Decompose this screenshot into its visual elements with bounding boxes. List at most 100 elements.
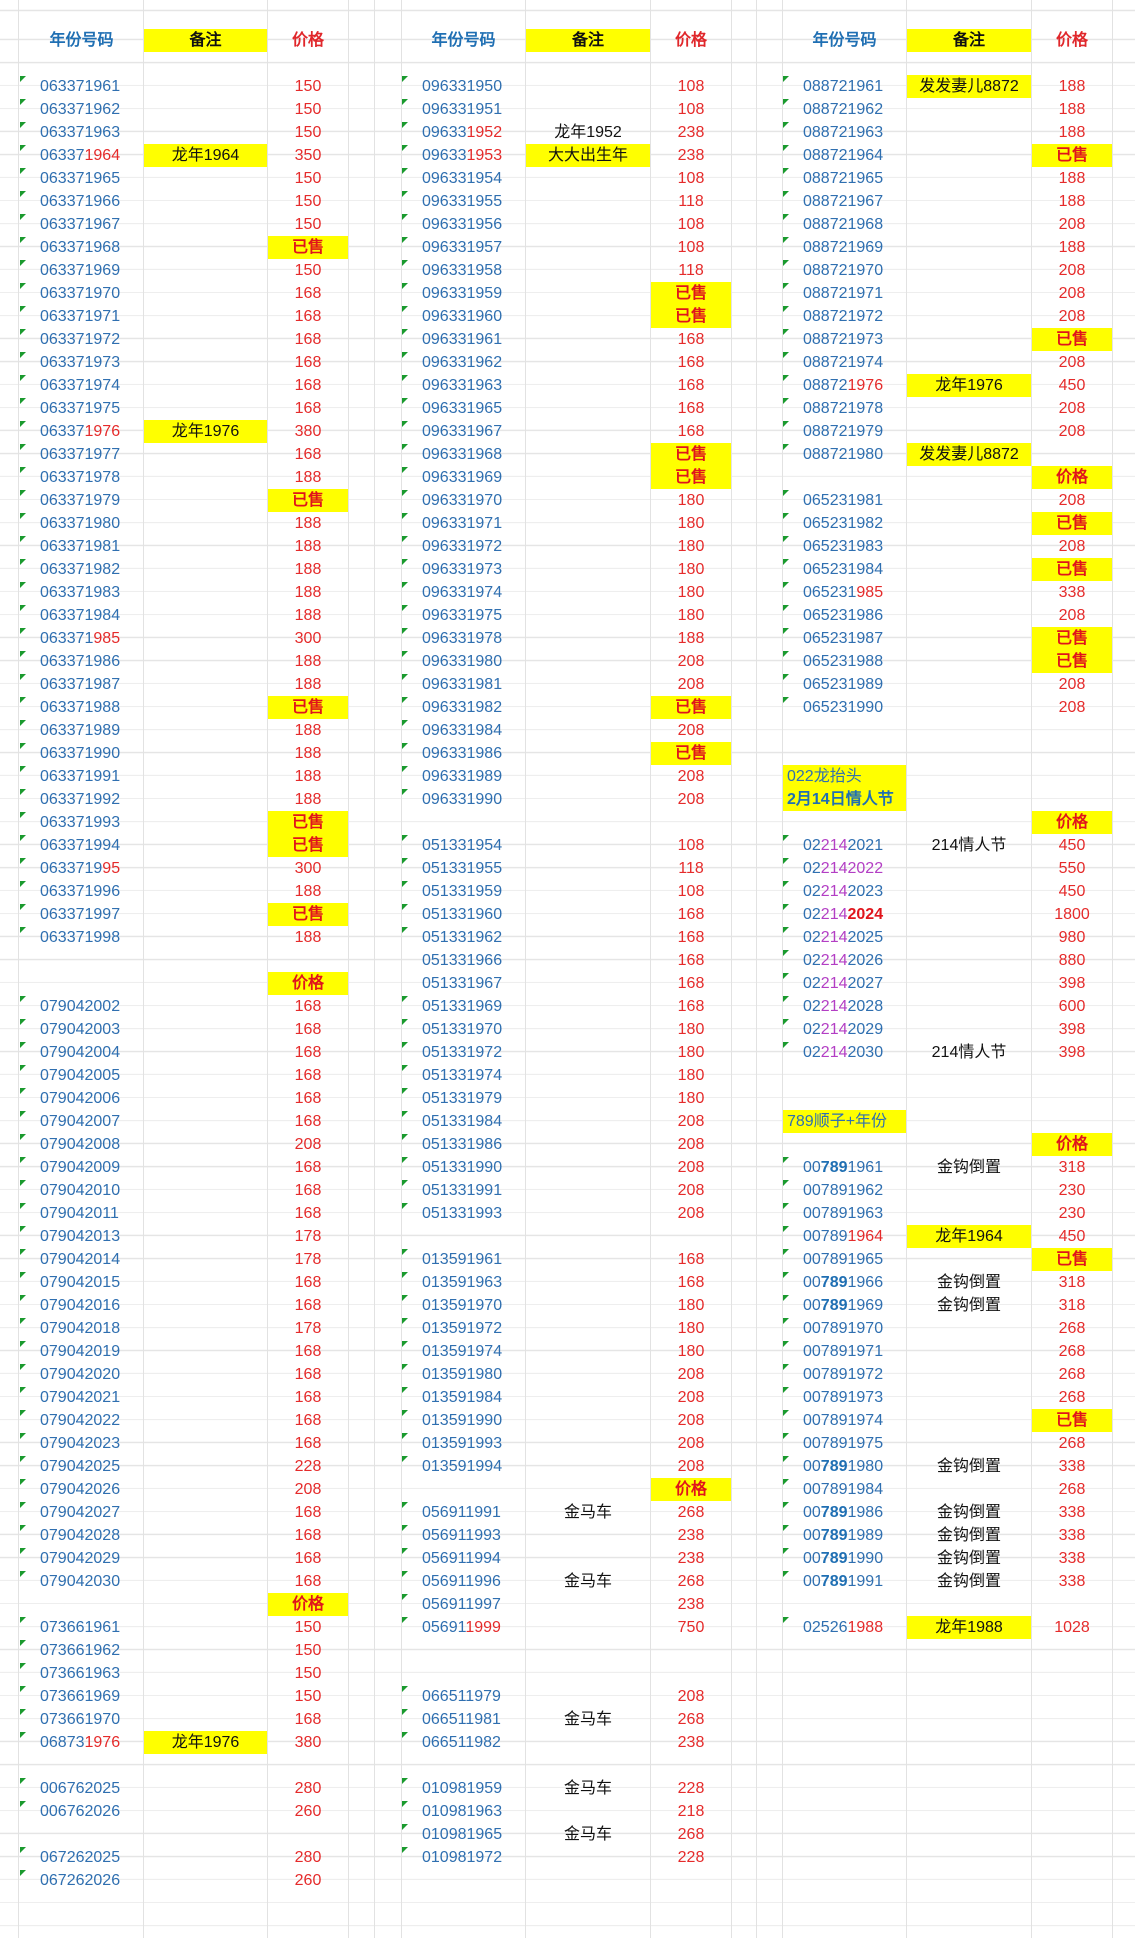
phone-number-cell[interactable]: 051331979 (422, 1090, 503, 1107)
price-cell[interactable]: 208 (677, 768, 705, 785)
phone-number-cell[interactable]: 063371982 (40, 561, 121, 578)
price-cell[interactable]: 980 (1058, 929, 1086, 946)
price-cell[interactable]: 238 (677, 1596, 705, 1613)
price-cell[interactable]: 208 (677, 1136, 705, 1153)
header-year-number-2[interactable]: 年份号码 (431, 32, 496, 49)
phone-number-cell[interactable]: 051331955 (422, 860, 503, 877)
price-cell[interactable]: 168 (677, 998, 705, 1015)
phone-number-cell[interactable]: 063371976 (40, 423, 121, 440)
phone-number-cell[interactable]: 088721980 (803, 446, 884, 463)
price-cell[interactable]: 168 (677, 400, 705, 417)
phone-number-cell[interactable]: 066511982 (422, 1734, 501, 1751)
price-cell[interactable]: 268 (677, 1573, 705, 1590)
phone-number-cell[interactable]: 063371986 (40, 653, 121, 670)
phone-number-cell[interactable]: 051331967 (422, 975, 503, 992)
price-cell[interactable]: 180 (677, 1090, 705, 1107)
price-cell[interactable]: 208 (1058, 400, 1086, 417)
phone-number-cell[interactable]: 067262025 (40, 1849, 121, 1866)
price-cell[interactable]: 108 (677, 837, 705, 854)
price-cell[interactable]: 208 (1058, 308, 1086, 325)
sold-badge[interactable]: 已售 (1032, 1409, 1112, 1432)
remark-cell[interactable]: 龙年1964 (144, 144, 267, 167)
remark-cell[interactable]: 金马车 (563, 1504, 612, 1521)
price-cell[interactable]: 880 (1058, 952, 1086, 969)
price-cell[interactable]: 238 (677, 1734, 705, 1751)
phone-number-cell[interactable]: 051331974 (422, 1067, 503, 1084)
price-cell[interactable]: 380 (294, 423, 322, 440)
price-cell[interactable]: 168 (294, 998, 322, 1015)
price-cell[interactable]: 118 (678, 193, 704, 210)
phone-number-cell[interactable]: 063371972 (40, 331, 121, 348)
phone-number-cell[interactable]: 063371962 (40, 101, 121, 118)
phone-number-cell[interactable]: 007891969 (803, 1297, 884, 1314)
phone-number-cell[interactable]: 079042014 (40, 1251, 121, 1268)
phone-number-cell[interactable]: 079042026 (40, 1481, 121, 1498)
price-cell[interactable]: 268 (1058, 1320, 1086, 1337)
phone-number-cell[interactable]: 068731976 (40, 1734, 121, 1751)
header-price-3[interactable]: 价格 (1055, 32, 1088, 49)
phone-number-cell[interactable]: 063371990 (40, 745, 121, 762)
price-cell[interactable]: 338 (1058, 1527, 1086, 1544)
price-cell[interactable]: 168 (294, 354, 322, 371)
phone-number-cell[interactable]: 096331978 (422, 630, 503, 647)
price-cell[interactable]: 268 (677, 1711, 705, 1728)
sold-badge[interactable]: 已售 (268, 903, 348, 926)
price-cell[interactable]: 188 (294, 676, 322, 693)
price-cell[interactable]: 238 (677, 1527, 705, 1544)
price-cell[interactable]: 150 (294, 193, 322, 210)
phone-number-cell[interactable]: 065231982 (803, 515, 884, 532)
sold-badge[interactable]: 已售 (651, 696, 731, 719)
price-cell[interactable]: 180 (677, 1044, 705, 1061)
phone-number-cell[interactable]: 013591980 (422, 1366, 503, 1383)
phone-number-cell[interactable]: 063371987 (40, 676, 121, 693)
price-cell[interactable]: 318 (1058, 1159, 1086, 1176)
remark-cell[interactable]: 金钩倒置 (936, 1159, 1001, 1176)
phone-number-cell[interactable]: 073661970 (40, 1711, 121, 1728)
price-label-cell[interactable]: 价格 (1032, 1133, 1112, 1156)
price-cell[interactable]: 188 (294, 768, 322, 785)
price-cell[interactable]: 108 (677, 883, 705, 900)
price-cell[interactable]: 168 (294, 1573, 322, 1590)
phone-number-cell[interactable]: 063371994 (40, 837, 121, 854)
price-cell[interactable]: 168 (677, 1274, 705, 1291)
price-cell[interactable]: 268 (677, 1826, 705, 1843)
phone-number-cell[interactable]: 007891966 (803, 1274, 884, 1291)
phone-number-cell[interactable]: 079042006 (40, 1090, 121, 1107)
price-cell[interactable]: 168 (294, 1021, 322, 1038)
phone-number-cell[interactable]: 079042023 (40, 1435, 121, 1452)
phone-number-cell[interactable]: 065231990 (803, 699, 884, 716)
sold-badge[interactable]: 已售 (651, 742, 731, 765)
price-cell[interactable]: 208 (677, 791, 705, 808)
phone-number-cell[interactable]: 063371988 (40, 699, 121, 716)
phone-number-cell[interactable]: 079042029 (40, 1550, 121, 1567)
price-cell[interactable]: 168 (294, 285, 322, 302)
price-cell[interactable]: 168 (294, 1527, 322, 1544)
price-cell[interactable]: 168 (294, 1711, 322, 1728)
price-cell[interactable]: 118 (678, 860, 704, 877)
phone-number-cell[interactable]: 051331991 (422, 1182, 503, 1199)
price-cell[interactable]: 208 (677, 1412, 705, 1429)
phone-number-cell[interactable]: 096331989 (422, 768, 503, 785)
price-cell[interactable]: 168 (294, 1182, 322, 1199)
sold-badge[interactable]: 已售 (268, 834, 348, 857)
phone-number-cell[interactable]: 096331956 (422, 216, 503, 233)
phone-number-cell[interactable]: 079042016 (40, 1297, 121, 1314)
price-cell[interactable]: 208 (1058, 262, 1086, 279)
phone-number-cell[interactable]: 063371984 (40, 607, 121, 624)
price-cell[interactable]: 208 (677, 722, 705, 739)
price-cell[interactable]: 168 (294, 1159, 322, 1176)
sold-badge[interactable]: 已售 (1032, 512, 1112, 535)
remark-cell[interactable]: 金钩倒置 (936, 1297, 1001, 1314)
phone-number-cell[interactable]: 063371992 (40, 791, 121, 808)
phone-number-cell[interactable]: 063371964 (40, 147, 121, 164)
phone-number-cell[interactable]: 088721965 (803, 170, 884, 187)
price-cell[interactable]: 168 (294, 1205, 322, 1222)
phone-number-cell[interactable]: 051331954 (422, 837, 503, 854)
phone-number-cell[interactable]: 079042007 (40, 1113, 121, 1130)
phone-number-cell[interactable]: 063371970 (40, 285, 121, 302)
price-cell[interactable]: 230 (1058, 1182, 1086, 1199)
sold-badge[interactable]: 已售 (1032, 1248, 1112, 1271)
phone-number-cell[interactable]: 063371995 (40, 860, 121, 877)
price-cell[interactable]: 188 (294, 653, 322, 670)
phone-number-cell[interactable]: 088721969 (803, 239, 884, 256)
